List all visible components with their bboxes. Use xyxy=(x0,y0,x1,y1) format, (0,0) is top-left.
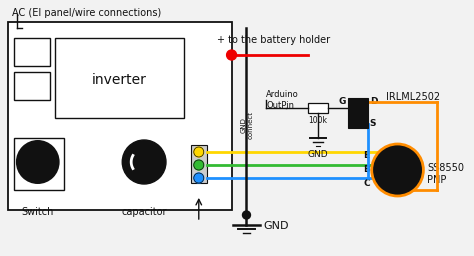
Text: connect: connect xyxy=(247,111,254,139)
Text: IRLML2502: IRLML2502 xyxy=(386,92,440,102)
Text: inverter: inverter xyxy=(92,73,147,87)
Text: G: G xyxy=(338,98,346,106)
Text: Switch: Switch xyxy=(22,207,54,217)
Circle shape xyxy=(194,173,204,183)
Circle shape xyxy=(16,140,60,184)
Circle shape xyxy=(372,144,423,196)
Circle shape xyxy=(16,140,60,184)
Text: GND: GND xyxy=(264,221,289,231)
Circle shape xyxy=(243,211,250,219)
Text: GND: GND xyxy=(240,117,246,133)
Bar xyxy=(8,22,232,210)
Bar xyxy=(308,103,328,113)
Text: 100k: 100k xyxy=(309,116,328,125)
Text: E: E xyxy=(364,152,370,161)
Text: C: C xyxy=(363,179,370,188)
Text: D: D xyxy=(370,98,377,106)
Text: S: S xyxy=(370,120,376,129)
Bar xyxy=(14,38,50,66)
Text: + to the battery holder: + to the battery holder xyxy=(217,35,330,45)
Text: SS8550
PNP: SS8550 PNP xyxy=(428,163,465,185)
Text: GND: GND xyxy=(308,150,328,159)
Circle shape xyxy=(194,147,204,157)
Bar xyxy=(14,138,64,190)
Bar xyxy=(14,72,50,100)
Text: Arduino
OutPin: Arduino OutPin xyxy=(266,90,299,110)
Circle shape xyxy=(122,140,166,184)
Bar xyxy=(348,98,368,128)
Text: B: B xyxy=(363,165,370,175)
Text: capacitor: capacitor xyxy=(121,207,167,217)
Text: AC (EI panel/wire connections): AC (EI panel/wire connections) xyxy=(12,8,161,18)
Circle shape xyxy=(227,50,237,60)
Bar xyxy=(55,38,184,118)
Circle shape xyxy=(194,160,204,170)
Bar xyxy=(191,145,207,183)
